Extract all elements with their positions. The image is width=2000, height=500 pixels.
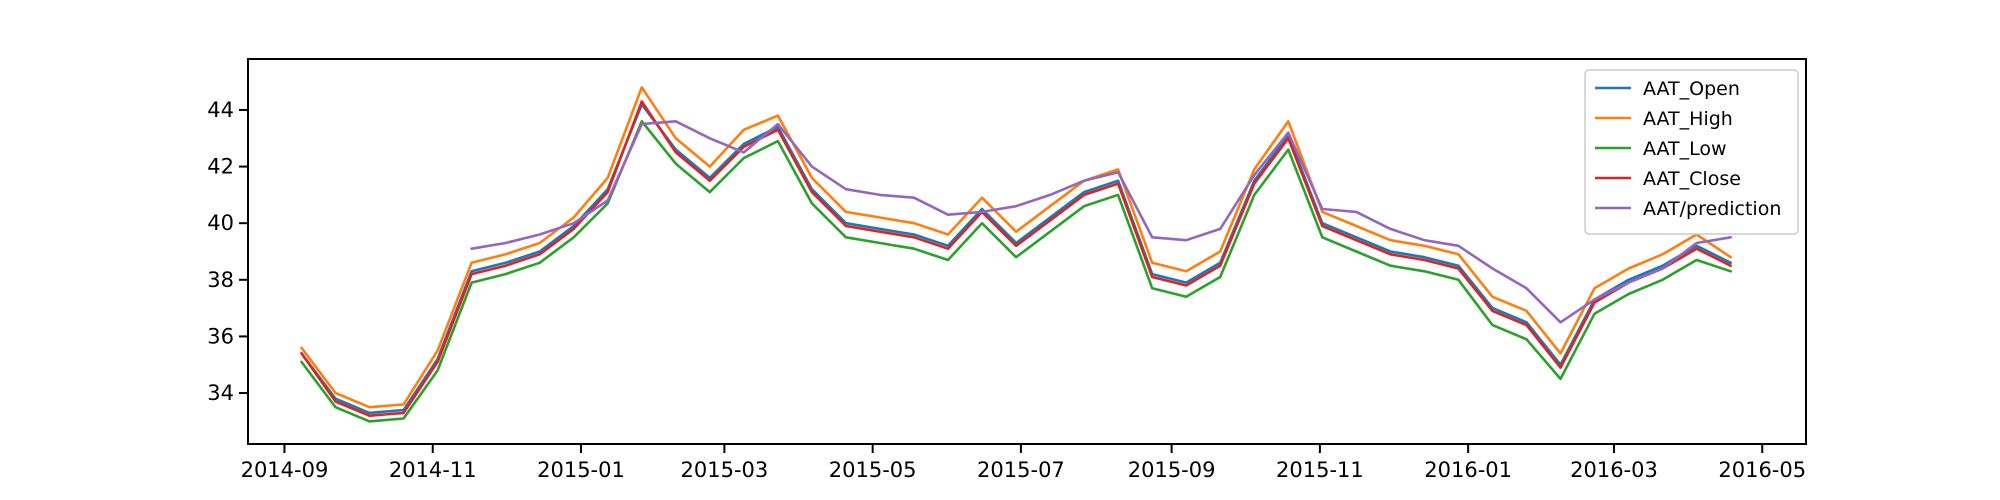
series-line-4 [300,100,1732,417]
series-line-1 [300,103,1732,415]
x-axis: 2014-09 2014-11 2015-01 2015-03 2015-05 2015-… [241,444,1806,482]
legend-label: AAT_High [1643,108,1733,130]
legend-label: AAT_Close [1643,168,1741,190]
series-layer [300,86,1732,423]
legend-label: AAT_Low [1643,138,1727,160]
y-tick-label: 44 [207,98,234,122]
x-tick-label: 2016-03 [1570,458,1658,482]
x-tick-label: 2015-01 [537,458,625,482]
y-axis: 34 36 38 40 42 44 [207,98,248,405]
plot-frame [247,58,1807,445]
series-line-3 [300,120,1732,423]
x-tick-label: 2014-09 [241,458,329,482]
y-tick-label: 36 [207,324,234,348]
y-tick-label: 38 [207,268,234,292]
x-tick-label: 2015-07 [977,458,1065,482]
x-tick-label: 2016-05 [1718,458,1806,482]
legend-label: AAT_Open [1643,78,1740,100]
x-tick-label: 2014-11 [389,458,477,482]
y-tick-label: 42 [207,155,234,179]
x-tick-label: 2015-09 [1128,458,1216,482]
y-tick-label: 40 [207,211,234,235]
x-tick-label: 2016-01 [1424,458,1512,482]
series-line-2 [300,86,1732,409]
x-tick-label: 2015-03 [681,458,769,482]
x-tick-label: 2015-05 [829,458,917,482]
y-tick-label: 34 [207,381,234,405]
series-line-5 [470,120,1732,324]
legend: AAT_Open AAT_High AAT_Low AAT_Close AAT/pred… [1584,69,1799,235]
legend-box [1584,69,1799,235]
legend-label: AAT/prediction [1643,198,1781,220]
x-tick-label: 2015-11 [1276,458,1364,482]
